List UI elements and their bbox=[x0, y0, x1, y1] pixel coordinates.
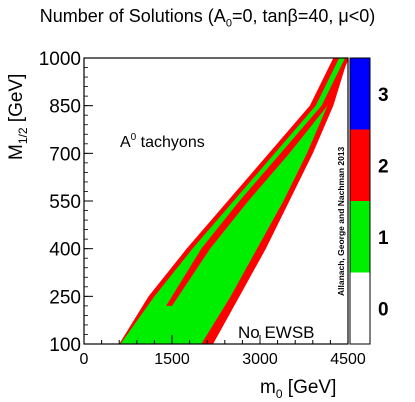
y-tick-label: 1000 bbox=[39, 49, 81, 70]
chart-title: Number of Solutions (A0=0, tanβ=40, μ<0) bbox=[0, 6, 415, 30]
colorbar-segment-3 bbox=[350, 58, 370, 130]
y-tick-label: 850 bbox=[49, 97, 81, 118]
y-tick-label: 100 bbox=[49, 335, 81, 356]
y-axis-ticks: 100 250 400 550 700 850 1000 bbox=[39, 49, 93, 356]
colorbar-segment-2 bbox=[350, 129, 370, 201]
x-tick-label: 1500 bbox=[154, 351, 190, 368]
annotation-tachyons: A0 tachyons bbox=[120, 132, 205, 151]
title-rest: =0, tanβ=40, μ<0) bbox=[231, 6, 376, 26]
annotation-credit: Allanach, George and Nachman 2013 bbox=[336, 146, 346, 296]
x-tick-label: 4500 bbox=[330, 351, 366, 368]
colorbar-label: 1 bbox=[378, 228, 389, 249]
y-tick-label: 250 bbox=[49, 287, 81, 308]
y-tick-label: 700 bbox=[49, 144, 81, 165]
color-bar: 0 1 2 3 bbox=[349, 57, 389, 345]
y-axis-label: M1/2 [GeV] bbox=[6, 74, 30, 160]
colorbar-segment-1 bbox=[350, 201, 370, 273]
y-tick-label: 400 bbox=[49, 240, 81, 261]
y-tick-label: 550 bbox=[49, 192, 81, 213]
x-axis-label: m0 [GeV] bbox=[260, 377, 336, 401]
colorbar-label: 3 bbox=[378, 85, 389, 106]
annotation-no-ewsb: No EWSB bbox=[238, 323, 315, 342]
x-tick-label: 0 bbox=[80, 351, 89, 368]
x-tick-label: 3000 bbox=[242, 351, 278, 368]
colorbar-label: 0 bbox=[378, 299, 389, 320]
x-axis-ticks: 0 1500 3000 4500 bbox=[80, 335, 366, 368]
title-main: Number of Solutions (A bbox=[39, 6, 226, 26]
region-inner-red-stripe bbox=[166, 58, 348, 306]
colorbar-segment-0 bbox=[350, 272, 370, 344]
colorbar-label: 2 bbox=[378, 156, 389, 177]
colorbar-frame bbox=[349, 57, 371, 345]
region-green-band bbox=[120, 58, 346, 344]
solution-regions bbox=[119, 58, 348, 344]
title-sub: 0 bbox=[225, 17, 232, 30]
